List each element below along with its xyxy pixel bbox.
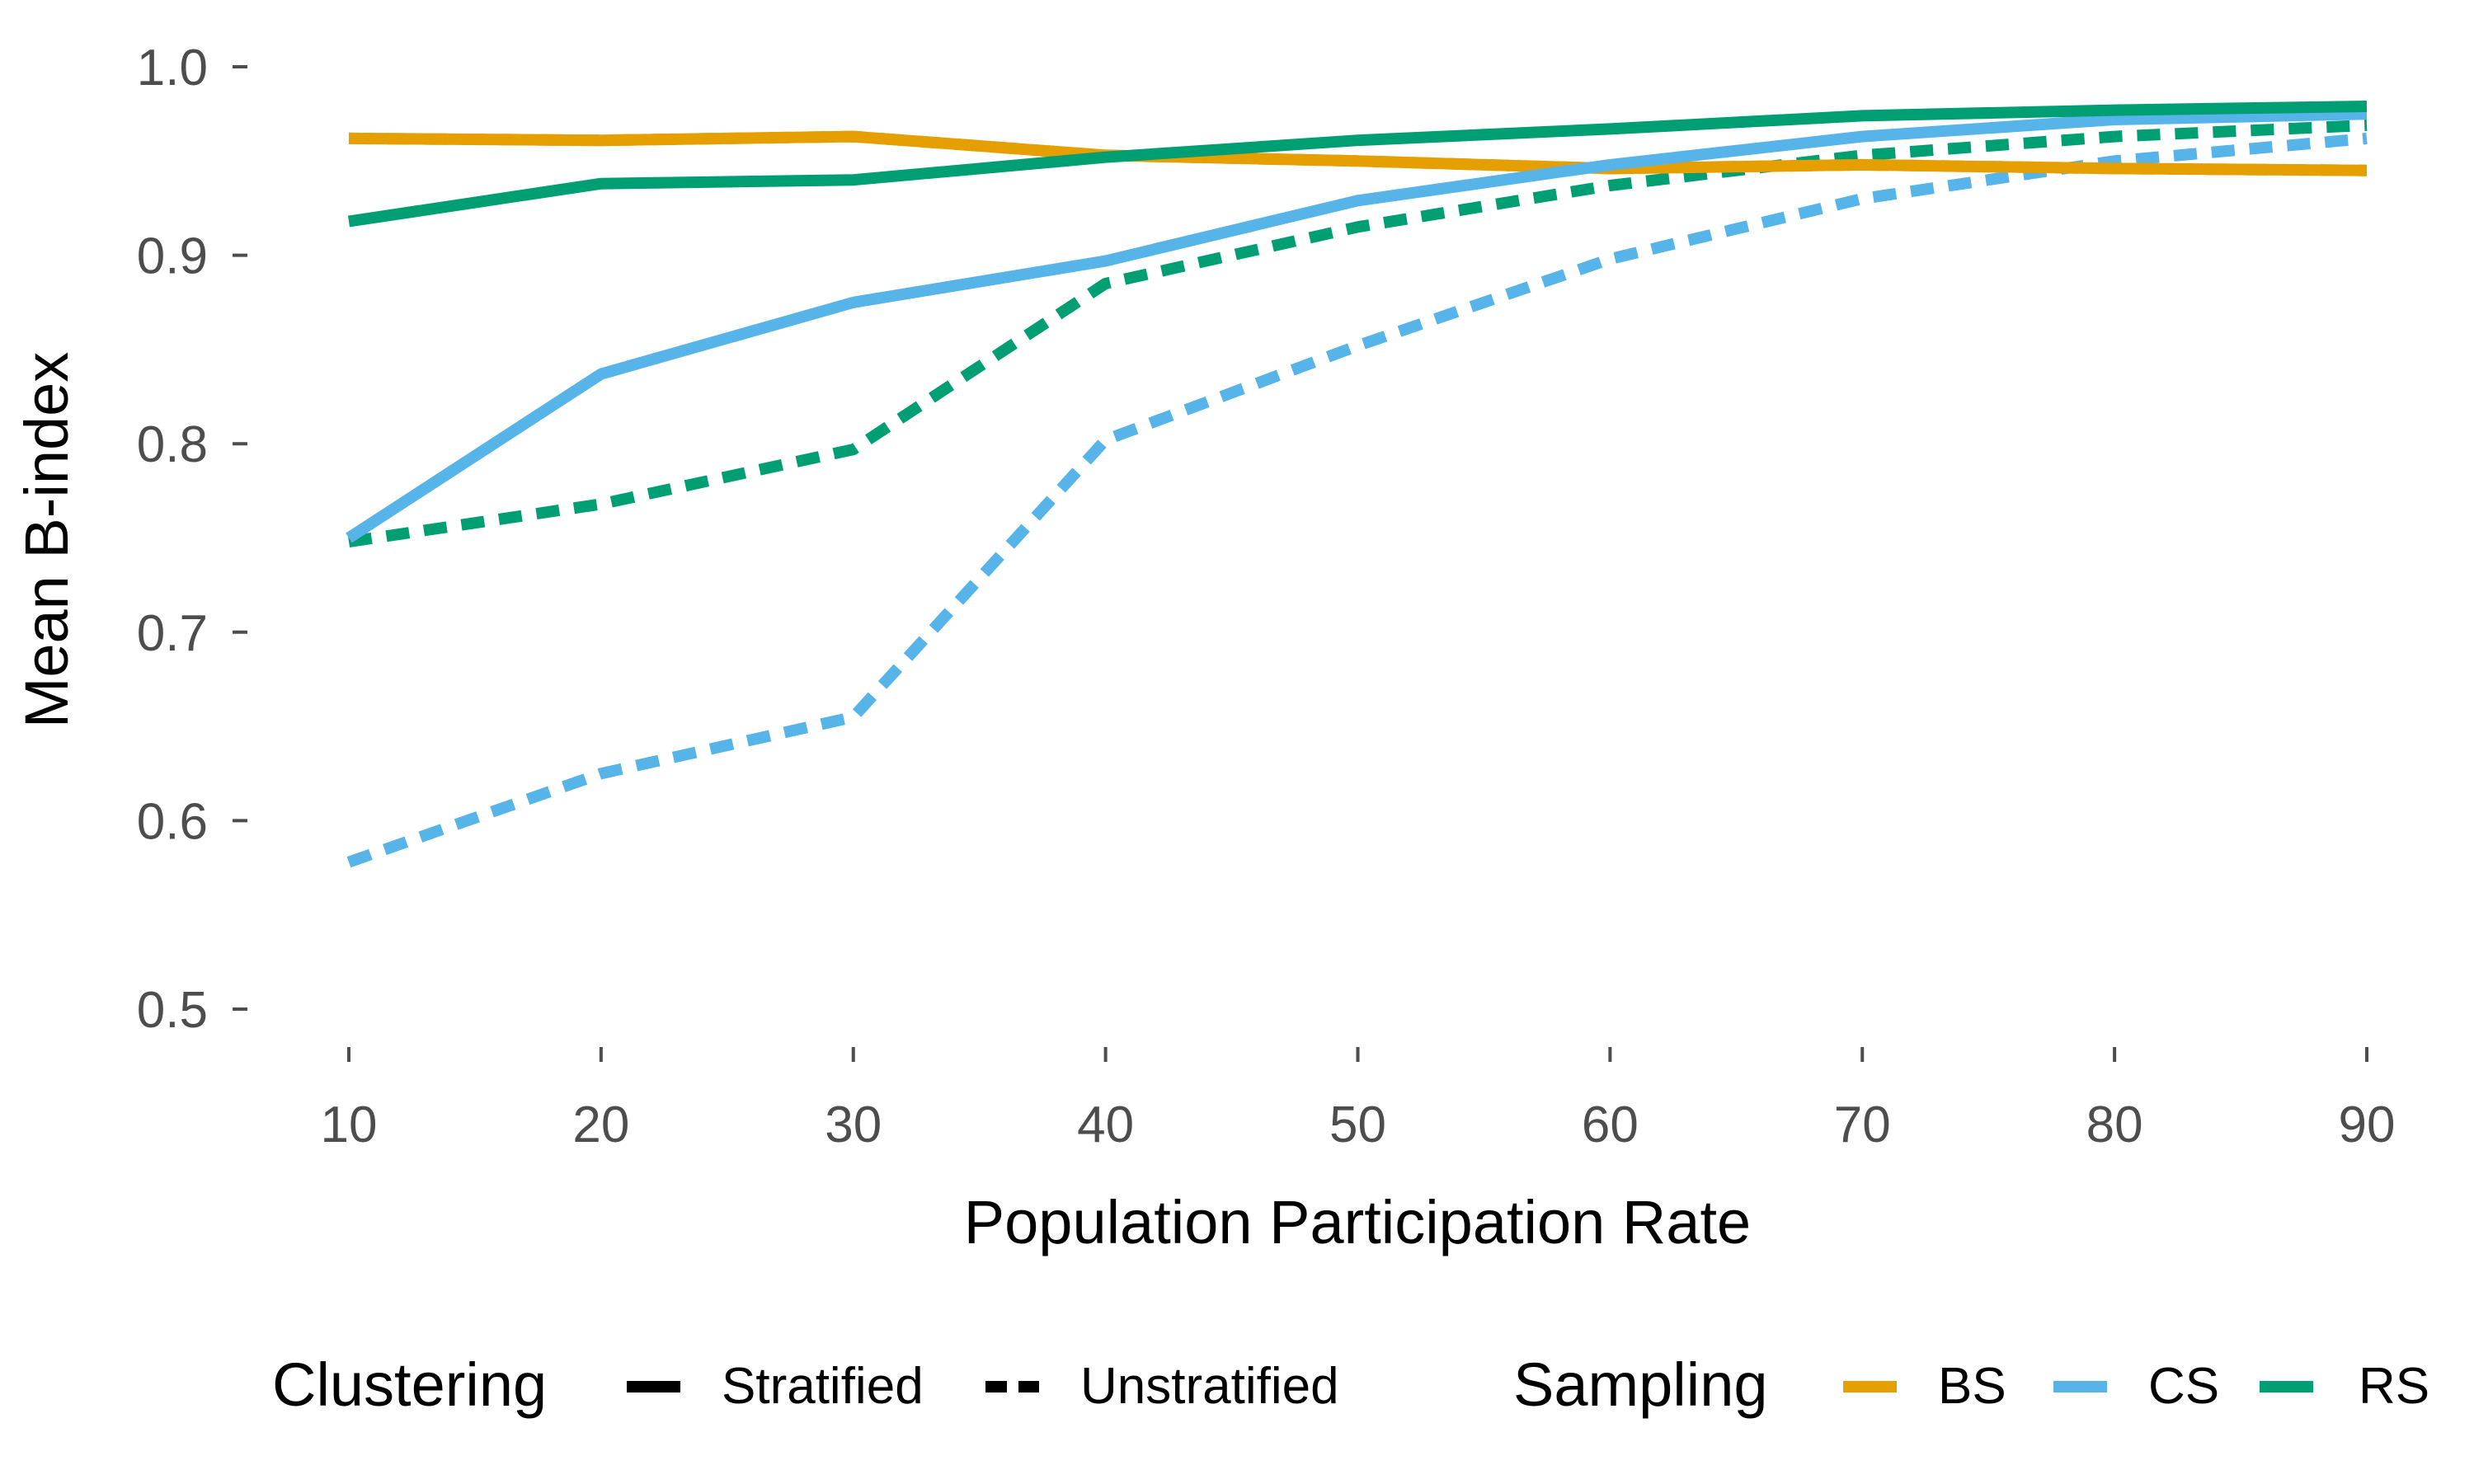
x-tick-label: 70 — [1834, 1097, 1891, 1153]
x-tick-label: 10 — [321, 1097, 378, 1153]
y-tick-label: 1.0 — [137, 40, 208, 96]
series-layer — [346, 101, 2368, 868]
y-tick-label: 0.7 — [137, 605, 208, 662]
x-tick-label: 60 — [1582, 1097, 1639, 1153]
legend: Clustering Stratified Unstratified Sampl… — [272, 1350, 2429, 1419]
series-line-cs-unstratified — [346, 132, 2368, 868]
y-axis: 0.5 0.6 0.7 0.8 0.9 1.0 — [137, 40, 247, 1039]
y-tick-label: 0.5 — [137, 982, 208, 1039]
y-tick-label: 0.8 — [137, 416, 208, 473]
x-tick-label: 90 — [2339, 1097, 2396, 1153]
x-axis-title: Population Participation Rate — [964, 1188, 1751, 1256]
x-tick-label: 80 — [2086, 1097, 2143, 1153]
legend-label-cs: CS — [2148, 1358, 2219, 1415]
x-axis: 10 20 30 40 50 60 70 80 90 — [321, 1047, 2396, 1153]
y-tick-label: 0.6 — [137, 793, 208, 850]
x-tick-label: 40 — [1077, 1097, 1134, 1153]
legend-label-stratified: Stratified — [722, 1358, 924, 1415]
legend-label-bs: BS — [1938, 1358, 2006, 1415]
legend-clustering-title: Clustering — [272, 1350, 547, 1419]
x-tick-label: 50 — [1329, 1097, 1386, 1153]
y-tick-label: 0.9 — [137, 228, 208, 285]
legend-sampling-title: Sampling — [1513, 1350, 1768, 1419]
legend-label-rs: RS — [2359, 1358, 2429, 1415]
x-tick-label: 20 — [572, 1097, 629, 1153]
legend-label-unstratified: Unstratified — [1080, 1358, 1339, 1415]
x-tick-label: 30 — [825, 1097, 882, 1153]
y-axis-title: Mean B-index — [12, 352, 81, 729]
